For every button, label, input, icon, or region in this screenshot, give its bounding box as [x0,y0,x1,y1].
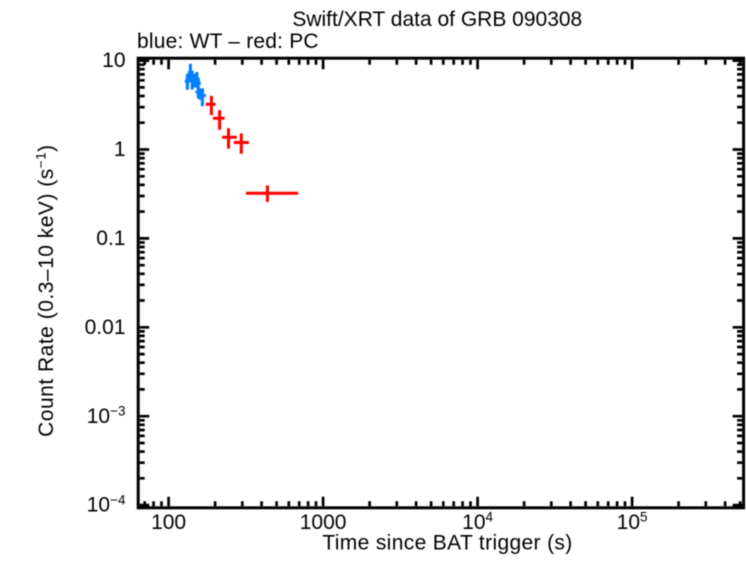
svg-text:105: 105 [617,510,648,534]
svg-text:1000: 1000 [300,511,347,534]
svg-text:1: 1 [114,138,126,161]
svg-text:blue: WT – red: PC: blue: WT – red: PC [137,30,319,53]
svg-text:0.01: 0.01 [85,316,126,339]
svg-text:Count Rate (0.3–10 keV) (s−1): Count Rate (0.3–10 keV) (s−1) [34,144,58,437]
svg-text:10: 10 [102,49,125,72]
svg-text:Time since BAT trigger (s): Time since BAT trigger (s) [322,532,572,555]
svg-text:Swift/XRT data of GRB 090308: Swift/XRT data of GRB 090308 [292,8,582,31]
svg-text:0.1: 0.1 [96,227,125,250]
svg-text:100: 100 [151,511,186,534]
